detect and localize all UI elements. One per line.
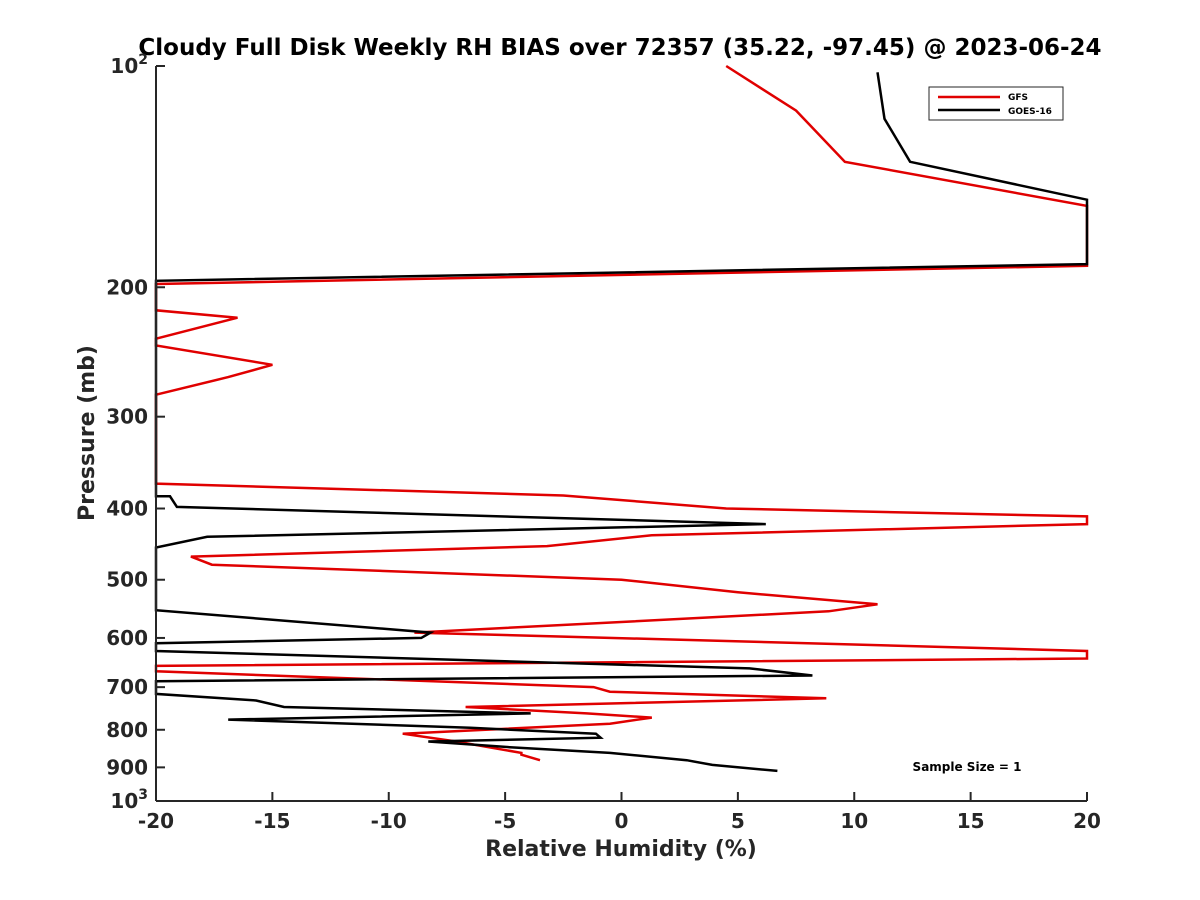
y-tick-label: 500	[106, 568, 148, 592]
y-tick-label: 300	[106, 405, 148, 429]
y-tick-label: 600	[106, 626, 148, 650]
y-tick-label: 400	[106, 497, 148, 521]
y-tick-label: 103	[110, 787, 148, 813]
legend-goes-label: GOES-16	[1008, 107, 1052, 117]
x-tick-label: -10	[371, 809, 407, 833]
y-tick-label: 102	[110, 52, 148, 78]
x-tick-label: 10	[840, 809, 868, 833]
chart-title: Cloudy Full Disk Weekly RH BIAS over 723…	[138, 35, 1101, 61]
y-axis-label: Pressure (mb)	[75, 345, 100, 521]
x-tick-label: 0	[615, 809, 629, 833]
x-tick-label: 20	[1073, 809, 1101, 833]
x-tick-label: 15	[957, 809, 985, 833]
x-tick-label: -5	[494, 809, 516, 833]
axes-layer	[155, 66, 1087, 802]
y-tick-label: 800	[106, 718, 148, 742]
legend: GFS GOES-16	[928, 86, 1064, 121]
y-ticks: 102 200 300 400 500 600 700 800 900 103	[106, 52, 165, 813]
x-tick-label: -20	[138, 809, 174, 833]
x-ticks: -20 -15 -10 -5 0 5 10 15 20	[138, 792, 1101, 833]
x-axis-label: Relative Humidity (%)	[485, 837, 757, 862]
y-tick-label: 900	[106, 755, 148, 779]
legend-box	[928, 86, 1064, 121]
series-line-gfs	[154, 64, 1089, 762]
x-tick-label: -15	[254, 809, 290, 833]
sample-size-note: Sample Size = 1	[913, 760, 1022, 774]
series-line-goes-16	[154, 72, 1089, 773]
legend-gfs-label: GFS	[1008, 93, 1028, 103]
x-tick-label: 5	[731, 809, 745, 833]
y-tick-label: 700	[106, 675, 148, 699]
series-layer	[154, 64, 1089, 773]
y-tick-label: 200	[106, 275, 148, 299]
